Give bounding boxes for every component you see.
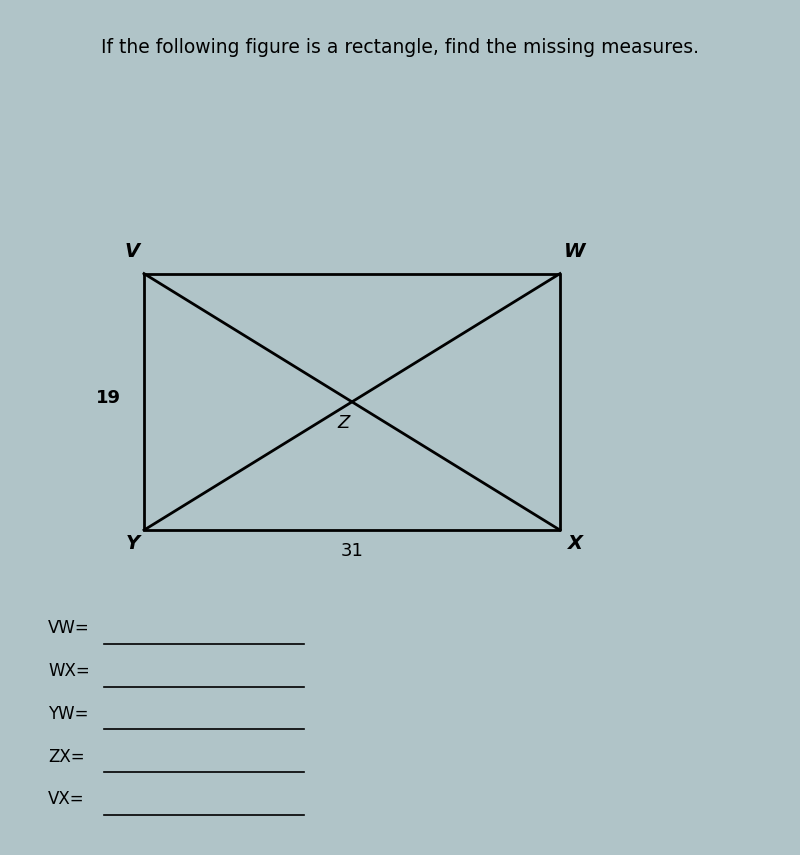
Text: VW=: VW= (48, 619, 90, 638)
Text: V: V (125, 242, 140, 261)
Text: X: X (568, 534, 583, 553)
Text: ZX=: ZX= (48, 747, 85, 766)
Text: 19: 19 (95, 388, 121, 407)
Text: 31: 31 (341, 542, 363, 561)
Text: Y: Y (126, 534, 140, 553)
Text: W: W (564, 242, 586, 261)
Text: WX=: WX= (48, 662, 90, 681)
Text: VX=: VX= (48, 790, 85, 809)
Text: YW=: YW= (48, 705, 89, 723)
Text: Z: Z (338, 414, 350, 433)
Text: If the following figure is a rectangle, find the missing measures.: If the following figure is a rectangle, … (101, 38, 699, 57)
